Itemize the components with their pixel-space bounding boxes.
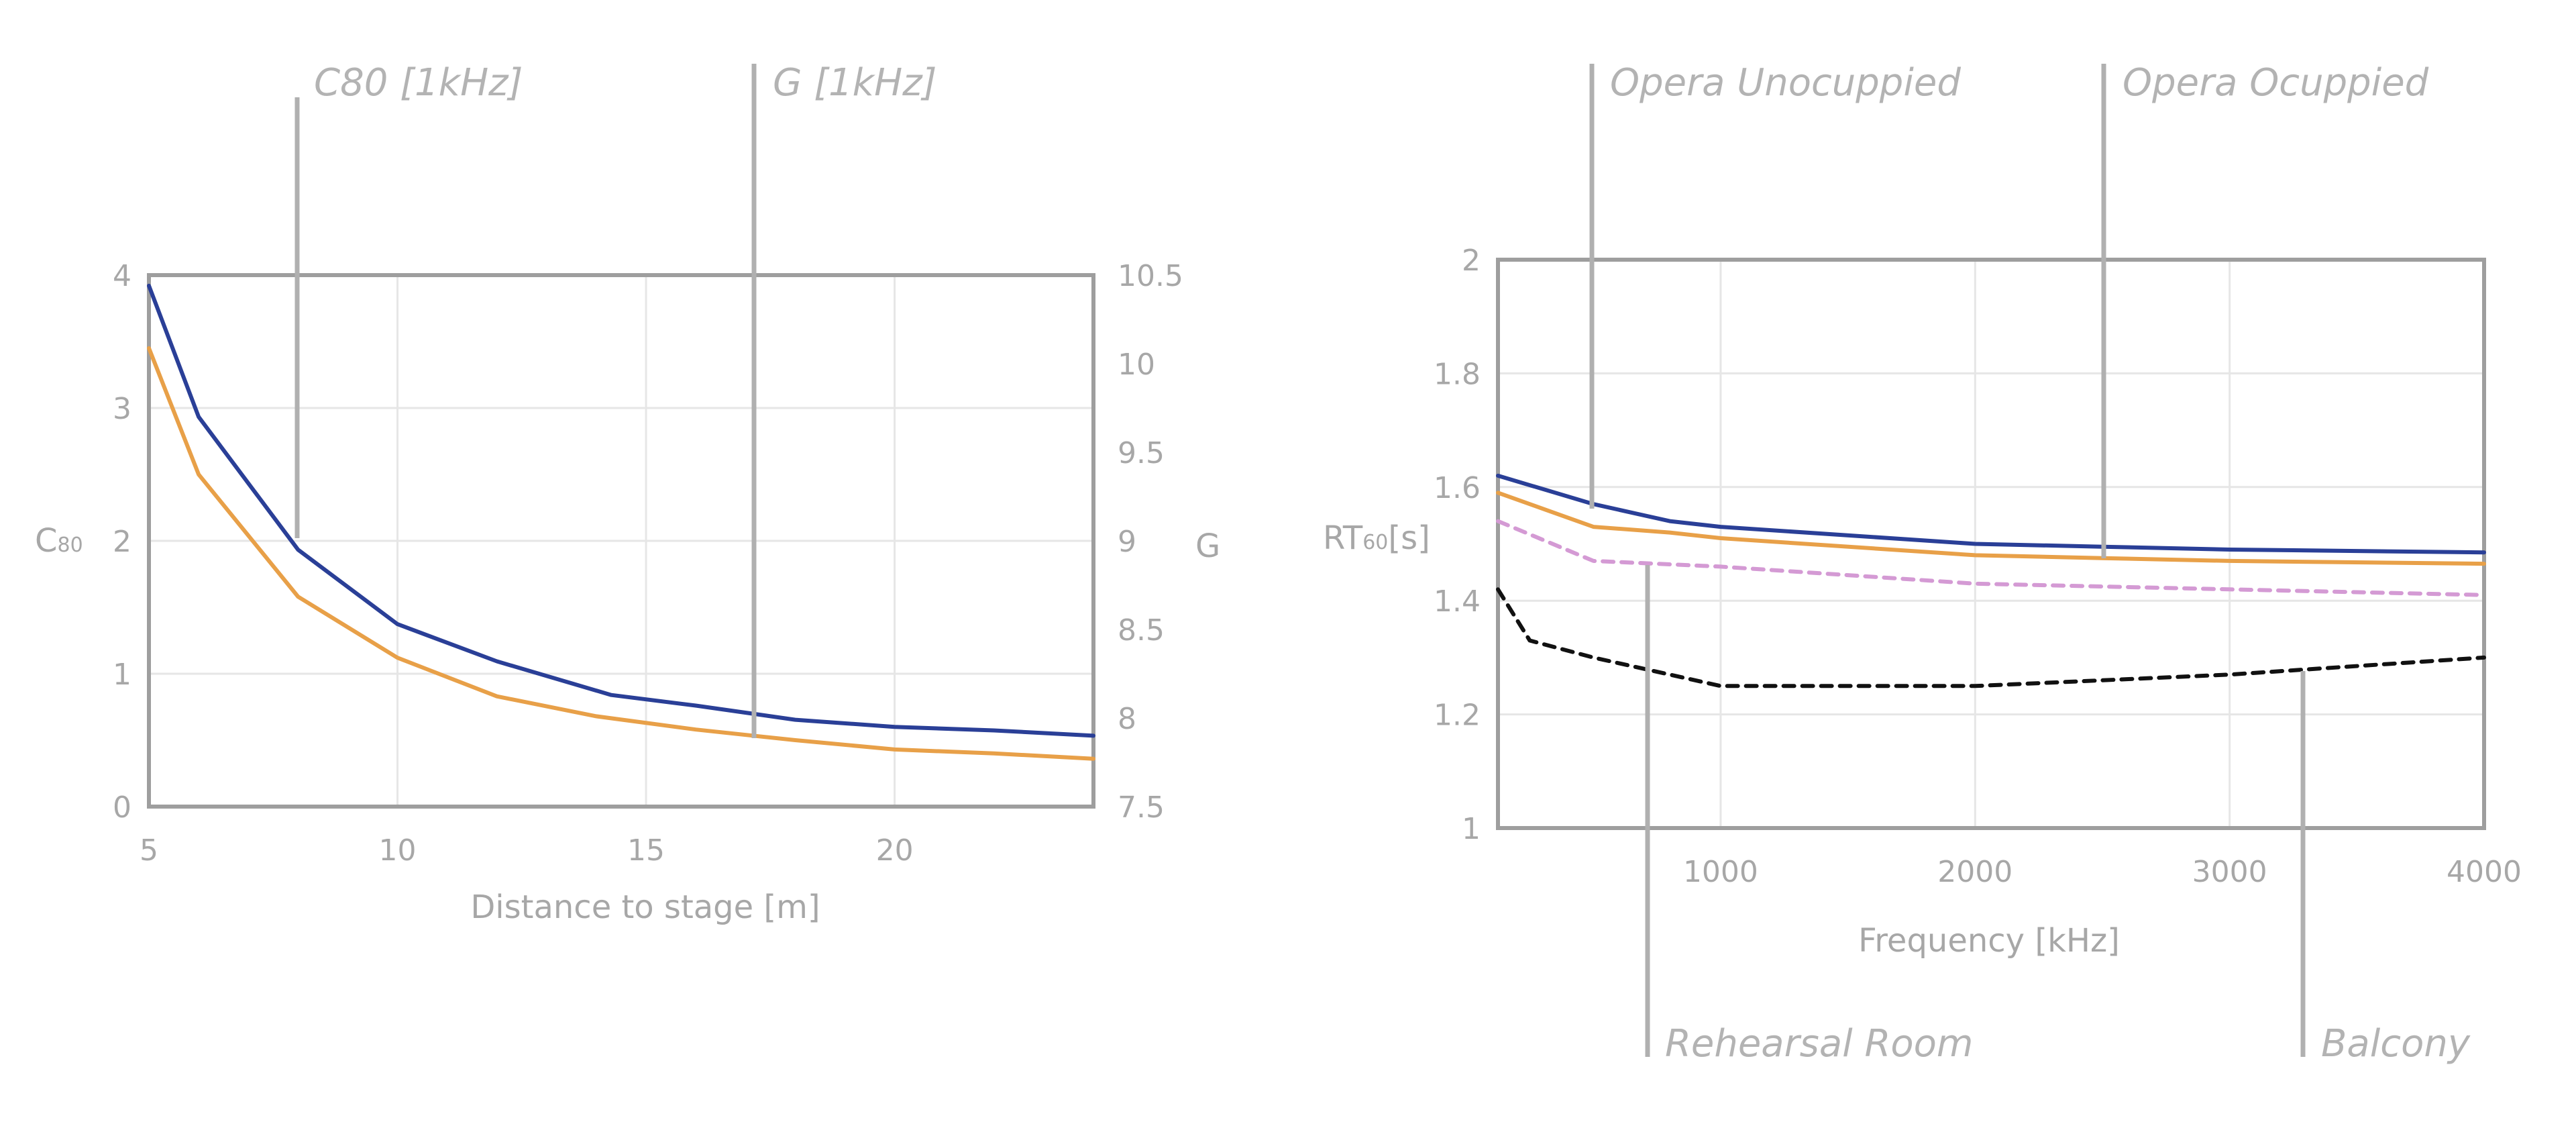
- rt60-chart-x-ticks: 1000 2000 3000 4000: [1683, 855, 2522, 889]
- series-line-4: [1496, 587, 2486, 688]
- x-tick-label: 20: [876, 833, 914, 868]
- x-tick-label: 10: [379, 833, 417, 868]
- c80-chart-plot-frame: [147, 273, 1095, 809]
- c80-g-distance-chart: 5 10 15 20 0 1 2 3 4 7.5 8 8.5 9 9.5 10 10.5 Distance…: [35, 61, 1220, 926]
- y-tick-label: 1: [113, 658, 131, 692]
- y2-tick-label: 9: [1118, 525, 1136, 559]
- c80-chart-series: [147, 283, 1095, 761]
- y-tick-label: 1.2: [1434, 699, 1481, 733]
- y-tick-label: 4: [113, 259, 131, 293]
- c80-chart-gridlines: [149, 275, 1093, 807]
- series-line-1: [147, 283, 1095, 738]
- y2-tick-label: 10.5: [1118, 259, 1183, 293]
- x-tick-label: 2000: [1937, 855, 2012, 889]
- y-tick-label: 1.8: [1434, 357, 1481, 391]
- rt60-chart-gridlines: [1498, 260, 2484, 828]
- rt60-frequency-chart: 1000 2000 3000 4000 1 1.2 1.4 1.6 1.8 2 Frequenc…: [1323, 61, 2522, 1066]
- series-line-1: [1496, 473, 2486, 555]
- y2-tick-label: 8: [1118, 702, 1136, 736]
- opera-unoccupied-callout-label: Opera Unocuppied: [1610, 61, 1961, 105]
- c80-chart-y-axis-title: C80: [35, 522, 83, 560]
- x-tick-label: 3000: [2192, 855, 2267, 889]
- rehearsal-room-callout-label: Rehearsal Room: [1665, 1022, 1973, 1066]
- x-tick-label: 1000: [1683, 855, 1758, 889]
- rt60-chart-series: [1496, 473, 2486, 688]
- series-line-2: [147, 346, 1095, 761]
- rt60-chart-plot-frame: [1496, 258, 2486, 830]
- y-tick-label: 1.4: [1434, 584, 1481, 619]
- c80-chart-y2-ticks: 7.5 8 8.5 9 9.5 10 10.5: [1118, 259, 1183, 825]
- x-tick-label: 5: [140, 833, 158, 868]
- y-tick-label: 1.6: [1434, 471, 1481, 505]
- rt60-chart-x-axis-title: Frequency [kHz]: [1858, 922, 2120, 960]
- c80-chart-y-ticks: 0 1 2 3 4: [113, 259, 131, 825]
- c80-chart-x-axis-title: Distance to stage [m]: [470, 888, 820, 926]
- balcony-callout-label: Balcony: [2321, 1022, 2471, 1066]
- c80-chart-x-ticks: 5 10 15 20: [140, 833, 914, 868]
- y-tick-label: 3: [113, 392, 131, 426]
- y2-tick-label: 10: [1118, 348, 1155, 382]
- rt60-chart-y-ticks: 1 1.2 1.4 1.6 1.8 2: [1434, 244, 1481, 846]
- opera-occupied-callout-label: Opera Ocuppied: [2123, 61, 2429, 105]
- y2-tick-label: 8.5: [1118, 613, 1165, 648]
- y2-tick-label: 9.5: [1118, 436, 1165, 470]
- y2-tick-label: 7.5: [1118, 790, 1165, 825]
- rt60-chart-y-axis-title: RT60[s]: [1323, 519, 1430, 557]
- x-tick-label: 15: [627, 833, 665, 868]
- c80-chart-y2-axis-title: G: [1195, 527, 1220, 565]
- y-tick-label: 0: [113, 790, 131, 825]
- y-tick-label: 2: [1462, 244, 1481, 278]
- y-tick-label: 2: [113, 525, 131, 559]
- y-tick-label: 1: [1462, 812, 1481, 846]
- g-callout-label: G [1kHz]: [773, 61, 936, 105]
- series-line-2: [1496, 491, 2486, 566]
- c80-callout-label: C80 [1kHz]: [314, 61, 523, 105]
- series-line-3: [1496, 519, 2486, 597]
- x-tick-label: 4000: [2447, 855, 2522, 889]
